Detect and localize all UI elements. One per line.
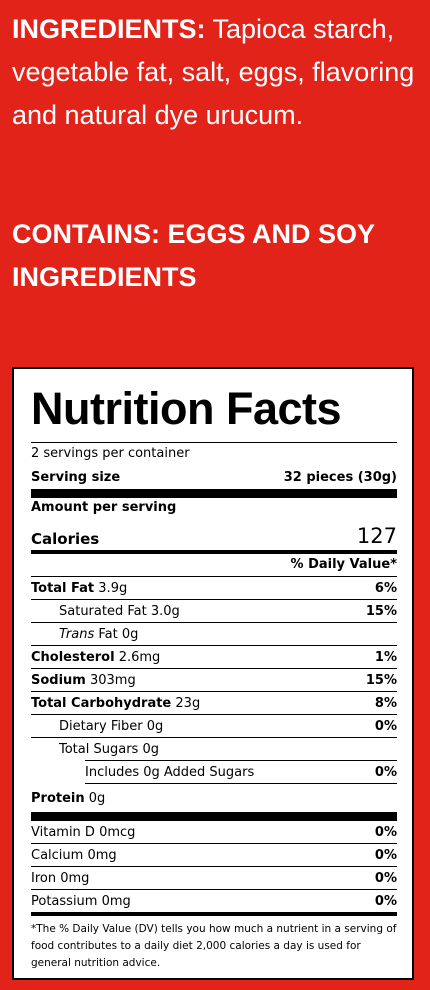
calories-label: Calories <box>31 530 100 548</box>
saturated-fat-row: Saturated Fat 3.0g 15% <box>31 600 397 623</box>
dietary-fiber-dv: 0% <box>374 718 397 734</box>
cholesterol-label: Cholesterol <box>31 649 115 665</box>
sodium-row: Sodium 303mg 15% <box>31 669 397 692</box>
trans-fat-italic: Trans <box>59 626 95 642</box>
saturated-fat-dv: 15% <box>365 603 397 619</box>
amount-per-serving: Amount per serving <box>31 500 177 515</box>
added-sugars-row: Includes 0g Added Sugars 0% <box>85 760 397 784</box>
added-sugars-label: Includes 0g Added Sugars <box>85 764 255 780</box>
servings-per-container: 2 servings per container <box>31 446 190 461</box>
trans-fat-label: Fat 0g <box>94 626 139 642</box>
calcium-row: Calcium 0mg 0% <box>31 844 397 867</box>
trans-fat-row: Trans Fat 0g <box>31 623 397 646</box>
serving-size-row: Serving size 32 pieces (30g) <box>31 465 397 489</box>
total-carbohydrate-label: Total Carbohydrate <box>31 695 172 711</box>
dietary-fiber-row: Dietary Fiber 0g 0% <box>31 715 397 738</box>
serving-size-value: 32 pieces (30g) <box>283 469 397 485</box>
total-fat-amount: 3.9g <box>94 580 128 596</box>
sodium-label: Sodium <box>31 672 86 688</box>
total-sugars-label: Total Sugars 0g <box>59 741 159 757</box>
potassium-label: Potassium 0mg <box>31 893 131 909</box>
saturated-fat-label: Saturated Fat 3.0g <box>59 603 180 619</box>
protein-amount: 0g <box>84 790 106 806</box>
daily-value-footnote: *The % Daily Value (DV) tells you how mu… <box>31 923 397 969</box>
added-sugars-dv: 0% <box>374 764 397 780</box>
total-sugars-row: Total Sugars 0g <box>31 738 397 760</box>
sodium-amount: 303mg <box>85 672 136 688</box>
nutrition-facts-panel: Nutrition Facts 2 servings per container… <box>12 367 414 980</box>
calories-value: 127 <box>356 524 397 548</box>
ingredients-label: INGREDIENTS: <box>12 14 206 44</box>
nutrition-facts-title: Nutrition Facts <box>31 383 342 434</box>
total-carbohydrate-amount: 23g <box>171 695 201 711</box>
protein-row: Protein 0g <box>31 784 397 812</box>
protein-label: Protein <box>31 790 85 806</box>
cholesterol-dv: 1% <box>374 649 397 665</box>
cholesterol-amount: 2.6mg <box>114 649 161 665</box>
ingredients-text: INGREDIENTS: Tapioca starch, vegetable f… <box>12 8 418 137</box>
contains-allergens: CONTAINS: EGGS AND SOY INGREDIENTS <box>12 219 375 292</box>
calcium-label: Calcium 0mg <box>31 847 117 863</box>
total-fat-label: Total Fat <box>31 580 95 596</box>
total-fat-dv: 6% <box>374 580 397 596</box>
iron-label: Iron 0mg <box>31 870 90 886</box>
daily-value-header: % Daily Value* <box>31 554 397 577</box>
sodium-dv: 15% <box>365 672 397 688</box>
calcium-dv: 0% <box>374 847 397 863</box>
potassium-dv: 0% <box>374 893 397 909</box>
vitamin-d-label: Vitamin D 0mcg <box>31 824 136 840</box>
serving-size-label: Serving size <box>31 469 121 485</box>
total-carbohydrate-row: Total Carbohydrate 23g 8% <box>31 692 397 715</box>
potassium-row: Potassium 0mg 0% <box>31 890 397 912</box>
vitamin-d-dv: 0% <box>374 824 397 840</box>
vitamin-d-row: Vitamin D 0mcg 0% <box>31 821 397 844</box>
iron-row: Iron 0mg 0% <box>31 867 397 890</box>
total-fat-row: Total Fat 3.9g 6% <box>31 577 397 600</box>
ingredients-list: Tapioca starch, vegetable fat, salt, egg… <box>12 14 415 130</box>
calories-row: Calories 127 <box>31 518 397 550</box>
dietary-fiber-label: Dietary Fiber 0g <box>59 718 164 734</box>
cholesterol-row: Cholesterol 2.6mg 1% <box>31 646 397 669</box>
total-carbohydrate-dv: 8% <box>374 695 397 711</box>
iron-dv: 0% <box>374 870 397 886</box>
